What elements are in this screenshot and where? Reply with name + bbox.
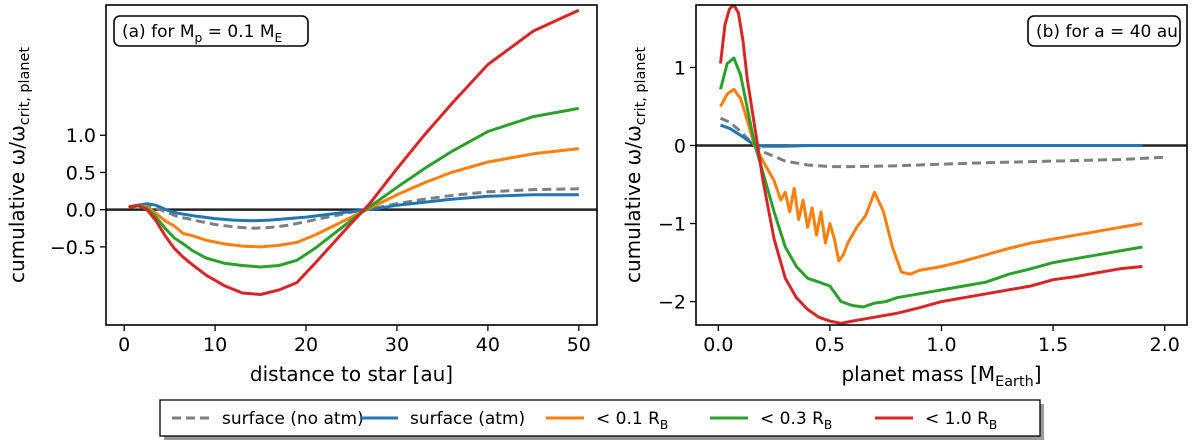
legend: surface (no atm) surface (atm) < 0.1 RB < 0…	[159, 399, 1044, 440]
y-tick-label: 1.0	[66, 125, 96, 147]
x-axis-label: distance to star [au]	[250, 362, 453, 386]
x-tick-label: 20	[294, 334, 318, 356]
x-tick-label: 0.5	[815, 334, 845, 356]
x-tick-label: 10	[203, 334, 227, 356]
y-tick-label: −2	[658, 292, 686, 314]
y-tick-label: 1	[674, 57, 686, 79]
x-tick-label: 0.0	[703, 334, 733, 356]
y-tick-label: −0.5	[50, 237, 96, 259]
series-line-r03	[719, 56, 1143, 309]
x-tick-label: 50	[567, 334, 591, 356]
y-tick-label: −1	[658, 214, 686, 236]
x-tick-label: 1.5	[1038, 334, 1068, 356]
x-tick-label: 1.0	[926, 334, 956, 356]
x-tick-label: 40	[476, 334, 500, 356]
x-tick-label: 30	[385, 334, 409, 356]
legend-label-surface_noatm: surface (no atm)	[222, 409, 364, 429]
y-tick-label: 0.0	[66, 200, 96, 222]
series-line-r10	[719, 5, 1143, 325]
series-line-r03	[128, 106, 580, 269]
series-line-r01	[128, 147, 579, 249]
series-line-surface_atm	[720, 123, 1143, 148]
series-line-surface_noatm	[719, 116, 1165, 169]
y-tick-label: 0	[674, 135, 686, 157]
legend-label-r01: < 0.1 RB	[596, 409, 668, 432]
y-tick-label: 0.5	[66, 162, 96, 184]
x-tick-label: 0	[118, 334, 130, 356]
plot-frame	[695, 4, 1188, 326]
y-axis-label: cumulative ω/ωcrit, planet	[621, 47, 649, 283]
x-axis-label: planet mass [MEarth]	[841, 362, 1041, 390]
panel-annotation: (b) for a = 40 au	[1036, 22, 1178, 42]
series-line-r10	[128, 8, 580, 296]
panel-annotation-box	[113, 15, 309, 47]
series-line-r01	[719, 87, 1143, 276]
panel-annotation-box	[1027, 15, 1181, 47]
series-line-surface_atm	[128, 193, 579, 223]
panel-a: 0 10 20 30 40 50 −0.5 0.0 0.5 1.0 distance to star…	[5, 4, 598, 386]
y-axis-label: cumulative ω/ωcrit, planet	[5, 47, 33, 283]
plot-frame	[105, 4, 598, 326]
panel-annotation: (a) for Mp = 0.1 ME	[122, 22, 282, 45]
legend-label-r10: < 1.0 RB	[925, 409, 997, 432]
x-tick-label: 2.0	[1150, 334, 1180, 356]
legend-label-r03: < 0.3 RB	[760, 409, 832, 432]
legend-label-surface_atm: surface (atm)	[410, 409, 525, 429]
panel-b: 0.0 0.5 1.0 1.5 2.0 −2 −1 0 1 planet mass [MEarth…	[621, 4, 1188, 390]
